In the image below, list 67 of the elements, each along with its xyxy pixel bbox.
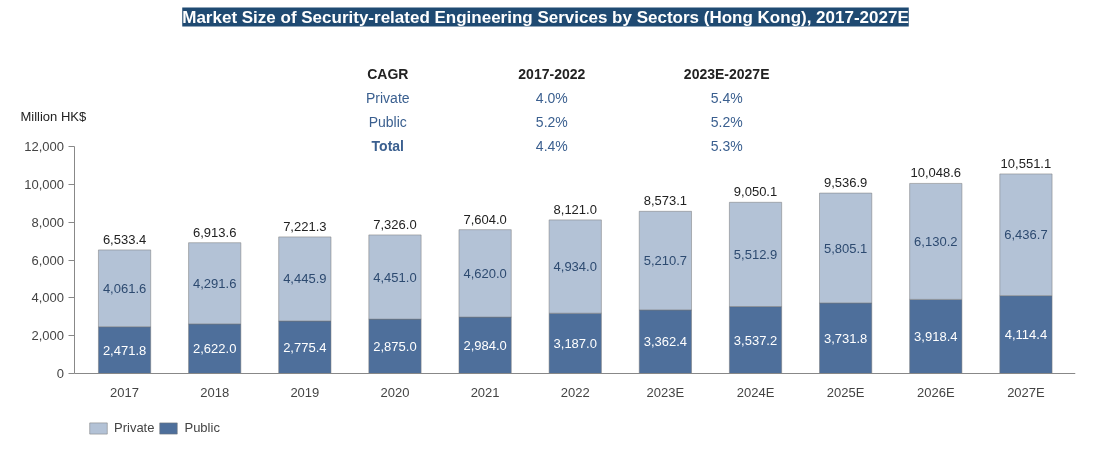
data-label: 3,362.4	[643, 334, 688, 350]
text: 5.4%	[710, 89, 743, 106]
x-tick-label: 2022	[560, 384, 590, 400]
data-label: 4,445.9	[283, 271, 327, 287]
data-label: 4,451.0	[373, 269, 417, 285]
text: CAGR	[367, 65, 409, 82]
data-label: 5,805.1	[823, 240, 868, 256]
y-tick-label: 6,000	[31, 252, 65, 268]
x-tick-label: 2023E	[646, 384, 685, 400]
legend-label: Public	[184, 420, 220, 435]
x-tick-label: 2025E	[826, 384, 865, 400]
data-label: 4,061.6	[102, 280, 147, 296]
x-tick-label: 2017	[110, 384, 140, 400]
text: Public	[368, 113, 407, 130]
data-label: 3,918.4	[914, 328, 958, 344]
data-label: 6,130.2	[914, 233, 958, 249]
data-label: 3,537.2	[733, 332, 778, 348]
text: Private	[365, 89, 410, 106]
x-tick-label: 2020	[380, 384, 410, 400]
total-label: 10,048.6	[910, 165, 962, 181]
y-tick-label: 0	[56, 366, 64, 381]
x-tick-label: 2021	[470, 384, 500, 400]
total-label: 8,573.1	[643, 193, 688, 209]
annotation: 5.3%	[710, 137, 743, 154]
total-label: 6,533.4	[102, 231, 147, 247]
data-label: 2,775.4	[283, 339, 327, 355]
total-label: 8,121.0	[553, 201, 597, 217]
data-label: 3,187.0	[553, 335, 597, 351]
total-label: 10,551.1	[1000, 155, 1052, 171]
y-tick-label: 10,000	[24, 176, 64, 192]
y-tick-label: 12,000	[24, 139, 64, 154]
x-tick-label: 2027E	[1007, 384, 1046, 400]
annotation: 4.4%	[535, 137, 568, 154]
data-label: 4,114.4	[1004, 327, 1048, 343]
data-label: 4,934.0	[553, 259, 597, 275]
annotation: Total	[371, 137, 404, 154]
x-tick-label: 2024E	[736, 384, 775, 400]
y-tick-label: 4,000	[31, 290, 65, 306]
text: 2017-2022	[518, 65, 586, 82]
total-label: 6,913.6	[193, 224, 237, 240]
data-label: 2,471.8	[102, 342, 147, 358]
x-tick-label: 2026E	[916, 384, 955, 400]
total-label: 7,604.0	[463, 211, 507, 227]
data-label: 6,436.7	[1004, 227, 1048, 243]
y-tick-label: 8,000	[31, 214, 65, 230]
text: 5.2%	[535, 113, 568, 130]
total-label: 7,221.3	[283, 218, 327, 234]
data-label: 5,210.7	[643, 253, 688, 269]
text: 4.0%	[535, 89, 568, 106]
total-label: 9,536.9	[823, 175, 868, 191]
legend-label: Private	[114, 420, 155, 435]
data-label: 2,622.0	[193, 341, 237, 357]
chart-title: Market Size of Security-related Engineering Services by Sectors (Hong Kong), 2017-2027E	[182, 7, 909, 27]
data-label: 2,875.0	[373, 338, 417, 354]
y-tick-label: 2,000	[31, 328, 65, 344]
total-label: 7,326.0	[373, 216, 417, 232]
data-label: 5,512.9	[733, 246, 778, 262]
data-label: 2,984.0	[463, 337, 507, 353]
x-tick-label: 2018	[200, 384, 230, 400]
text: 2023E-2027E	[683, 65, 770, 82]
text: 5.2%	[710, 113, 743, 130]
data-label: 4,620.0	[463, 265, 507, 281]
x-tick-label: 2019	[290, 384, 320, 400]
y-axis-title: Million HK$	[20, 109, 87, 124]
data-label: 3,731.8	[823, 330, 868, 346]
data-label: 4,291.6	[193, 275, 237, 291]
total-label: 9,050.1	[733, 184, 778, 200]
